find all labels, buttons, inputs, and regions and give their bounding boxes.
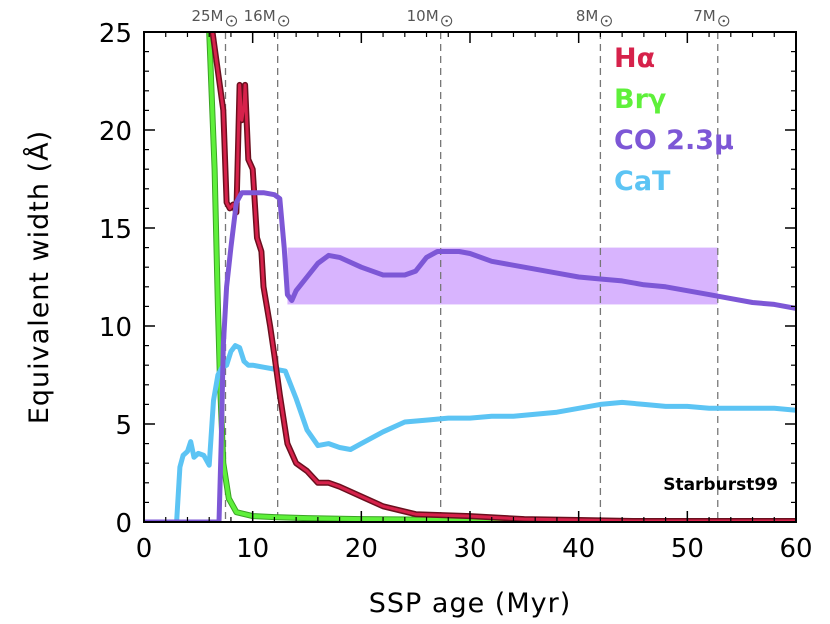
mass-marker-label: 25M <box>191 7 238 27</box>
mass-marker-text: 8M <box>576 7 599 25</box>
sun-symbol-dot <box>445 19 448 23</box>
legend-halpha: Hα <box>614 43 655 74</box>
y-tick-label: 5 <box>115 411 132 441</box>
x-tick-label: 40 <box>562 534 595 564</box>
mass-marker-text: 7M <box>693 7 716 25</box>
sun-symbol-dot <box>230 19 233 23</box>
legend-cat: CaT <box>614 166 671 197</box>
x-tick-label: 50 <box>671 534 704 564</box>
x-tick-label: 0 <box>136 534 153 564</box>
y-tick-label: 0 <box>115 509 132 539</box>
x-tick-label: 20 <box>345 534 378 564</box>
sun-symbol-icon <box>600 15 612 27</box>
mass-marker-text: 25M <box>191 7 223 25</box>
starburst99-annotation: Starburst99 <box>663 475 778 495</box>
mass-marker-label: 10M <box>407 7 453 27</box>
sun-symbol-icon <box>225 15 238 27</box>
y-axis-title: Equivalent width (Å) <box>23 130 55 424</box>
x-tick-label: 10 <box>236 534 269 564</box>
mass-marker-label: 16M <box>244 7 290 27</box>
x-tick-label: 60 <box>779 534 812 564</box>
sun-symbol-dot <box>282 19 285 23</box>
mass-marker-labels: 25M 16M 10M 8M 7M <box>191 7 730 27</box>
x-tick-label: 30 <box>453 534 486 564</box>
x-axis-ticks: 0 10 20 30 40 50 60 <box>136 32 813 564</box>
halpha-line <box>211 32 796 522</box>
sun-symbol-dot <box>605 19 608 23</box>
y-tick-label: 20 <box>99 117 132 147</box>
mass-marker-label: 8M <box>576 7 612 27</box>
legend-brgamma: Brγ <box>614 84 666 115</box>
sun-symbol-dot <box>722 19 725 23</box>
y-tick-label: 15 <box>99 215 132 245</box>
y-axis-ticks: 0 5 10 15 20 25 <box>99 19 796 539</box>
co-range-band <box>287 247 718 305</box>
x-axis-title: SSP age (Myr) <box>369 588 571 619</box>
sun-symbol-icon <box>718 15 730 27</box>
y-tick-label: 25 <box>99 19 132 49</box>
cat-line <box>144 343 796 522</box>
sun-symbol-icon <box>441 15 453 27</box>
legend: Hα Brγ CO 2.3μ CaT <box>614 43 734 197</box>
mass-marker-text: 16M <box>244 7 276 25</box>
sun-symbol-icon <box>278 15 290 27</box>
legend-co: CO 2.3μ <box>614 125 734 156</box>
co-line <box>144 190 796 522</box>
mass-marker-label: 7M <box>693 7 730 27</box>
mass-marker-text: 10M <box>407 7 439 25</box>
series-layer <box>144 32 796 522</box>
y-tick-label: 10 <box>99 313 132 343</box>
